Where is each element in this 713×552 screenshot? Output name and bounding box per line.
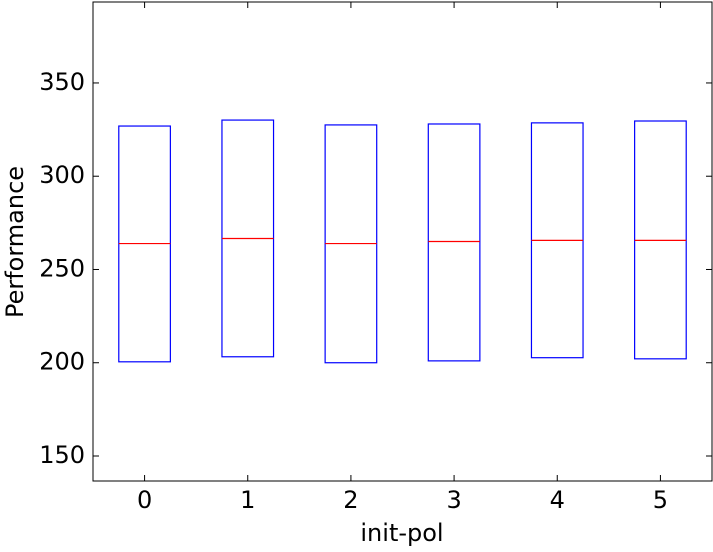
box [427, 123, 481, 362]
y-tick-label: 150 [39, 441, 85, 469]
y-tick-label: 200 [39, 348, 85, 376]
x-tick-label: 5 [653, 486, 668, 514]
x-tick-label: 0 [137, 486, 152, 514]
x-tick-label: 1 [240, 486, 255, 514]
plot-frame [92, 1, 713, 482]
y-tick-label: 350 [39, 68, 85, 96]
y-tick-label: 300 [39, 161, 85, 189]
y-tick-label: 250 [39, 254, 85, 282]
x-tick-label: 2 [343, 486, 358, 514]
x-axis-label: init-pol [360, 519, 443, 547]
x-tick-label: 4 [550, 486, 565, 514]
x-tick-label: 3 [446, 486, 461, 514]
y-axis-label: Performance [1, 166, 29, 318]
